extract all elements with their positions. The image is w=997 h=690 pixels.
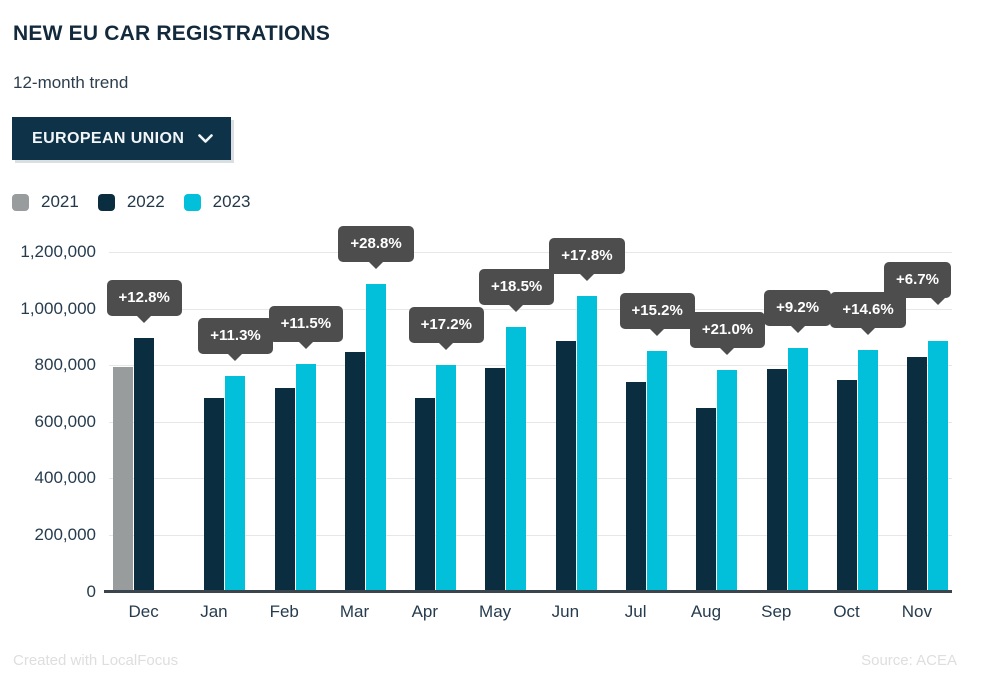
- bar-2023-may[interactable]: [506, 326, 527, 592]
- gridline: [108, 421, 952, 423]
- y-axis-label: 400,000: [34, 468, 96, 488]
- legend-label: 2023: [212, 192, 251, 211]
- legend-item-2022[interactable]: 2022: [97, 192, 165, 212]
- bar-2022-apr[interactable]: [415, 398, 436, 592]
- tooltip-feb: +11.5%: [268, 306, 344, 343]
- tooltip-jun: +17.8%: [549, 238, 625, 275]
- bar-2023-nov[interactable]: [928, 340, 949, 592]
- legend: 2021 2022 2023: [12, 192, 250, 212]
- bar-2022-jun[interactable]: [555, 341, 576, 592]
- tooltip-pointer: [578, 273, 595, 282]
- bar-2023-jul[interactable]: [647, 350, 668, 592]
- tooltip-pointer: [136, 315, 152, 323]
- bar-2022-nov[interactable]: [907, 356, 928, 592]
- gridline: [108, 478, 952, 480]
- bar-2023-apr[interactable]: [436, 365, 457, 592]
- y-axis-label: 1,200,000: [20, 242, 96, 261]
- tooltip-oct: +14.6%: [830, 291, 906, 328]
- gridline: [108, 308, 952, 310]
- bar-2023-aug[interactable]: [717, 369, 738, 592]
- bar-2022-mar[interactable]: [344, 352, 365, 592]
- bar-2023-jun[interactable]: [576, 296, 597, 592]
- legend-item-2021[interactable]: 2021: [12, 192, 79, 212]
- tooltip-nov: +6.7%: [884, 261, 951, 298]
- tooltip-dec: +12.8%: [106, 280, 182, 316]
- tooltip-pointer: [367, 260, 384, 269]
- tooltip-jul: +15.2%: [619, 292, 695, 329]
- region-dropdown-label: EUROPEAN UNION: [32, 129, 185, 147]
- tooltip-pointer: [789, 324, 806, 333]
- tooltip-pointer: [930, 296, 947, 305]
- x-axis-line: [104, 590, 952, 593]
- x-axis-label: Aug: [690, 602, 722, 621]
- legend-swatch-2021: [12, 193, 29, 211]
- y-axis-label: 800,000: [34, 355, 96, 375]
- legend-swatch-2023: [183, 193, 201, 211]
- y-axis-label: 0: [86, 581, 96, 601]
- page-title: NEW EU CAR REGISTRATIONS: [13, 22, 331, 45]
- bar-2022-feb[interactable]: [274, 387, 295, 592]
- bar-2022-aug[interactable]: [696, 408, 717, 592]
- bar-2023-feb[interactable]: [295, 364, 316, 592]
- y-axis-label: 200,000: [34, 524, 96, 544]
- tooltip-apr: +17.2%: [408, 307, 484, 344]
- tooltip-may: +18.5%: [478, 268, 555, 305]
- x-axis-label: Jul: [624, 602, 647, 621]
- credit-text: Created with LocalFocus: [13, 652, 179, 669]
- tooltip-sep: +9.2%: [764, 289, 832, 326]
- bar-2022-jan[interactable]: [204, 398, 225, 592]
- gridline: [108, 534, 952, 536]
- x-axis-label: Apr: [411, 602, 439, 621]
- x-axis-label: Mar: [339, 602, 370, 621]
- bar-2022-oct[interactable]: [836, 380, 857, 592]
- gridline: [108, 252, 952, 253]
- tooltip-pointer: [297, 341, 314, 350]
- bar-2023-sep[interactable]: [787, 347, 808, 592]
- legend-swatch-2022: [97, 193, 115, 211]
- legend-label: 2022: [126, 192, 165, 211]
- tooltip-pointer: [438, 342, 455, 351]
- x-axis-label: Jan: [200, 602, 228, 621]
- tooltip-pointer: [227, 353, 244, 362]
- x-axis-label: Sep: [761, 602, 792, 621]
- y-axis-label: 1,000,000: [20, 298, 96, 318]
- bar-2022-sep[interactable]: [766, 368, 787, 592]
- tooltip-jan: +11.3%: [198, 318, 273, 355]
- x-axis-label: Jun: [551, 602, 580, 621]
- chevron-down-icon: [198, 133, 214, 143]
- bar-2022-may[interactable]: [485, 367, 506, 592]
- tooltip-pointer: [508, 303, 525, 312]
- legend-item-2023[interactable]: 2023: [183, 192, 251, 212]
- y-axis-label: 600,000: [34, 411, 96, 431]
- gridline: [108, 365, 952, 367]
- bar-2023-oct[interactable]: [857, 349, 878, 592]
- bar-2022-dec[interactable]: [134, 338, 154, 592]
- source-text: Source: ACEA: [861, 652, 957, 669]
- tooltip-mar: +28.8%: [338, 225, 414, 262]
- chart-subtitle: 12-month trend: [13, 73, 129, 92]
- tooltip-pointer: [649, 327, 666, 336]
- x-axis-label: May: [479, 602, 512, 621]
- region-dropdown[interactable]: EUROPEAN UNION: [12, 117, 232, 160]
- tooltip-pointer: [859, 326, 876, 335]
- x-axis-label: Nov: [901, 602, 932, 621]
- legend-label: 2021: [41, 192, 79, 211]
- bar-2023-jan[interactable]: [225, 376, 246, 592]
- bar-2022-jul[interactable]: [626, 382, 647, 592]
- tooltip-pointer: [719, 346, 736, 355]
- bar-2021-dec[interactable]: [113, 366, 133, 592]
- bar-2023-mar[interactable]: [365, 283, 386, 592]
- x-axis-label: Dec: [128, 602, 159, 621]
- tooltip-aug: +21.0%: [689, 311, 766, 348]
- x-axis-label: Feb: [269, 602, 299, 621]
- x-axis-label: Oct: [833, 602, 860, 621]
